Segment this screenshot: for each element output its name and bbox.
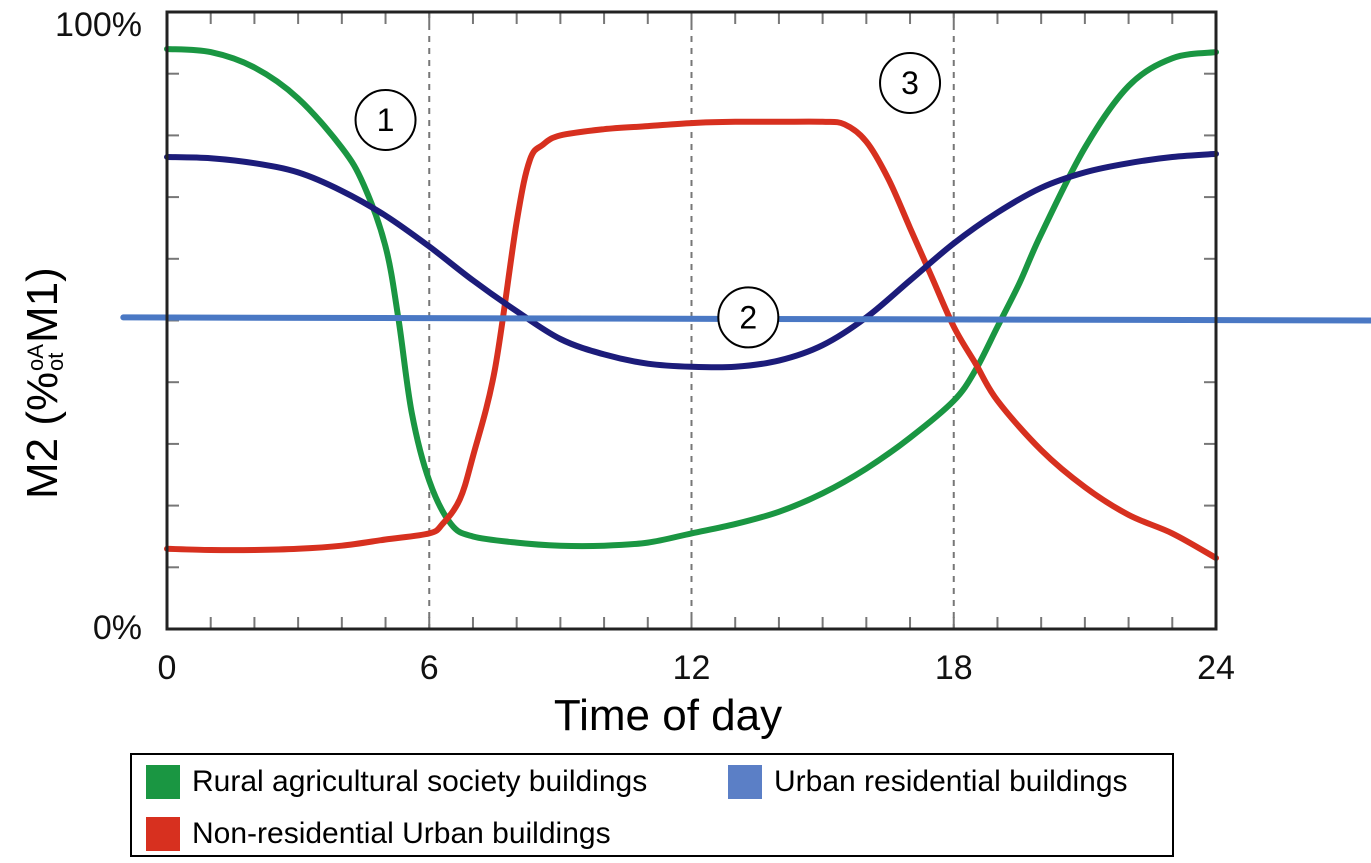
y-axis-title-sub-bottom: ot (43, 353, 68, 371)
x-tick-label: 24 (1197, 649, 1235, 687)
y-tick-label: 100% (55, 6, 142, 44)
series-lines (120, 46, 1371, 561)
legend-item-rural: Rural agricultural society buildings (146, 765, 647, 799)
x-tick-label: 12 (673, 649, 711, 687)
y-axis-title-main: M2 (% (18, 372, 67, 499)
legend-label-urban-residential: Urban residential buildings (774, 765, 1128, 798)
annotation-circle-1 (354, 88, 417, 151)
annotation-label-2: 2 (739, 299, 757, 335)
series-line-dark-blue (164, 150, 1219, 371)
plot-frame (165, 10, 1218, 631)
y-tick-label: 0% (93, 609, 142, 647)
y-axis-title-sub-top: oA (23, 344, 48, 371)
annotation-label-3: 3 (901, 65, 919, 101)
annotation-circle-3 (879, 51, 942, 114)
y-axis-title-tail: M1) (18, 267, 67, 343)
legend-label-rural: Rural agricultural society buildings (192, 765, 648, 798)
legend: Rural agricultural society buildings Urb… (130, 753, 1174, 857)
legend-item-urban-residential: Urban residential buildings (728, 765, 1128, 799)
legend-label-non-residential: Non-residential Urban buildings (192, 817, 611, 850)
legend-swatch-urban-residential (728, 765, 762, 799)
annotation-label-1: 1 (377, 102, 395, 138)
legend-item-non-residential: Non-residential Urban buildings (146, 817, 611, 851)
x-tick-label: 18 (935, 649, 973, 687)
series-line-non-residential (164, 118, 1219, 561)
legend-swatch-rural (146, 765, 180, 799)
axis-ticks (167, 12, 1216, 629)
annotation-circle-2 (717, 286, 780, 349)
series-line-rural (164, 46, 1219, 550)
x-axis-title: Time of day (554, 691, 782, 740)
annotations: 1 2 3 (354, 51, 942, 349)
x-tick-label: 6 (420, 649, 439, 687)
legend-swatch-non-residential (146, 817, 180, 851)
tick-labels: 0 6 12 18 240%100% (55, 6, 1235, 687)
x-tick-label: 0 (158, 649, 177, 687)
y-axis-title: M2 (% oA ot M1) (18, 267, 68, 499)
